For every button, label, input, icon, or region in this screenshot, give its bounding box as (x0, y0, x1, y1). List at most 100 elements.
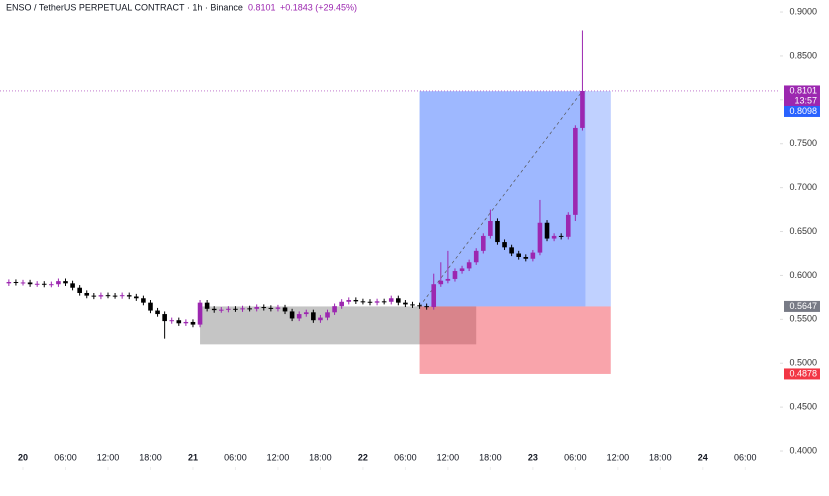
candle-body (282, 307, 288, 312)
candle-body (268, 307, 274, 309)
candle-body (240, 308, 245, 310)
candle-body (325, 312, 330, 318)
x-tick-label: 21 (188, 452, 198, 462)
y-tick-label: 0.7500 (789, 138, 817, 148)
candle-body (523, 256, 529, 259)
candle-body (126, 295, 132, 297)
x-tick-label: 06:00 (394, 452, 417, 462)
candle-body (211, 308, 217, 311)
x-tick-label: 23 (528, 452, 538, 462)
candle-body (537, 222, 543, 253)
candle-body (339, 301, 344, 307)
x-tick-label: 18:00 (479, 452, 502, 462)
candle-body (417, 305, 422, 307)
candle-body (254, 307, 259, 309)
loss-zone (419, 306, 611, 374)
entry-tag: 0.5647 (789, 301, 817, 311)
y-tick-label: 0.4500 (789, 402, 817, 412)
candle-body (452, 271, 458, 279)
candle-body (98, 295, 104, 297)
x-tick-label: 12:00 (607, 452, 630, 462)
candle-body (247, 308, 252, 310)
y-tick-label: 0.5500 (789, 314, 817, 324)
header-price: 0.8101 (248, 2, 276, 12)
x-tick-label: 12:00 (97, 452, 120, 462)
candle-body (509, 247, 514, 254)
candle-body (311, 312, 316, 321)
candle-body (84, 292, 90, 296)
candle-body (431, 284, 437, 308)
candle-body (13, 282, 19, 284)
y-tick-label: 0.6500 (789, 226, 817, 236)
candle-body (27, 282, 33, 285)
countdown: 13:57 (794, 95, 817, 105)
candle-body (396, 298, 401, 303)
candle-body (261, 307, 267, 309)
candle-body (289, 311, 295, 319)
candle-body (77, 287, 82, 293)
candle-body (381, 301, 387, 303)
x-tick-label: 18:00 (309, 452, 332, 462)
target-tag-bg (784, 105, 820, 117)
candle-body (466, 262, 472, 269)
candle-body (565, 214, 571, 237)
chart-title: ENSO / TetherUS PERPETUAL CONTRACT · 1h … (6, 2, 243, 12)
candle-body (233, 308, 238, 310)
candle-body (183, 321, 189, 324)
x-tick-label: 22 (358, 452, 368, 462)
candle-body (573, 127, 578, 215)
x-tick-label: 24 (698, 452, 708, 462)
candle-body (303, 312, 309, 315)
last-price-tag: 0.8101 (789, 85, 817, 95)
candle-body (445, 278, 451, 281)
candle-body (105, 295, 111, 297)
candle-body (70, 283, 75, 288)
candle-body (204, 302, 210, 309)
candle-body (473, 250, 479, 263)
candle-body (6, 282, 12, 284)
candle-body (360, 301, 366, 303)
candle-body (495, 220, 500, 243)
y-tick-label: 0.5000 (789, 358, 817, 368)
candle-body (112, 295, 118, 297)
stop-tag: 0.4878 (789, 368, 817, 378)
candle-body (318, 317, 323, 321)
candle-body (176, 320, 182, 324)
candle-body (162, 314, 167, 322)
candle-body (148, 302, 153, 311)
target-tag: 0.8098 (789, 106, 817, 116)
entry-tag-bg (784, 300, 820, 312)
candle-body (197, 302, 203, 325)
y-tick-label: 0.4000 (789, 445, 817, 455)
x-tick-label: 20 (18, 452, 28, 462)
candle-body (155, 310, 160, 315)
candle-body (190, 321, 196, 325)
candle-body (141, 298, 146, 303)
candle-body (488, 220, 493, 236)
x-tick-label: 12:00 (267, 452, 290, 462)
x-tick-label: 06:00 (564, 452, 587, 462)
candle-body (530, 252, 536, 259)
candle-body (388, 298, 394, 302)
candle-body (459, 268, 465, 272)
y-tick-label: 0.7000 (789, 182, 817, 192)
candle-body (169, 320, 175, 322)
x-tick-label: 06:00 (224, 452, 247, 462)
candle-body (91, 295, 97, 297)
candle-body (353, 300, 359, 302)
y-tick-label: 0.9000 (789, 6, 817, 16)
candle-body (516, 253, 522, 257)
candle-body (480, 235, 486, 251)
candle-body (41, 283, 47, 285)
candle-body (558, 235, 564, 237)
candle-body (134, 296, 139, 299)
y-tick-label: 0.6000 (789, 270, 817, 280)
x-tick-label: 18:00 (649, 452, 672, 462)
candle-body (424, 306, 429, 308)
candle-body (403, 302, 408, 305)
candle-body (502, 242, 507, 248)
candle-body (49, 284, 54, 286)
candle-body (346, 300, 352, 302)
candle-body (34, 283, 40, 285)
